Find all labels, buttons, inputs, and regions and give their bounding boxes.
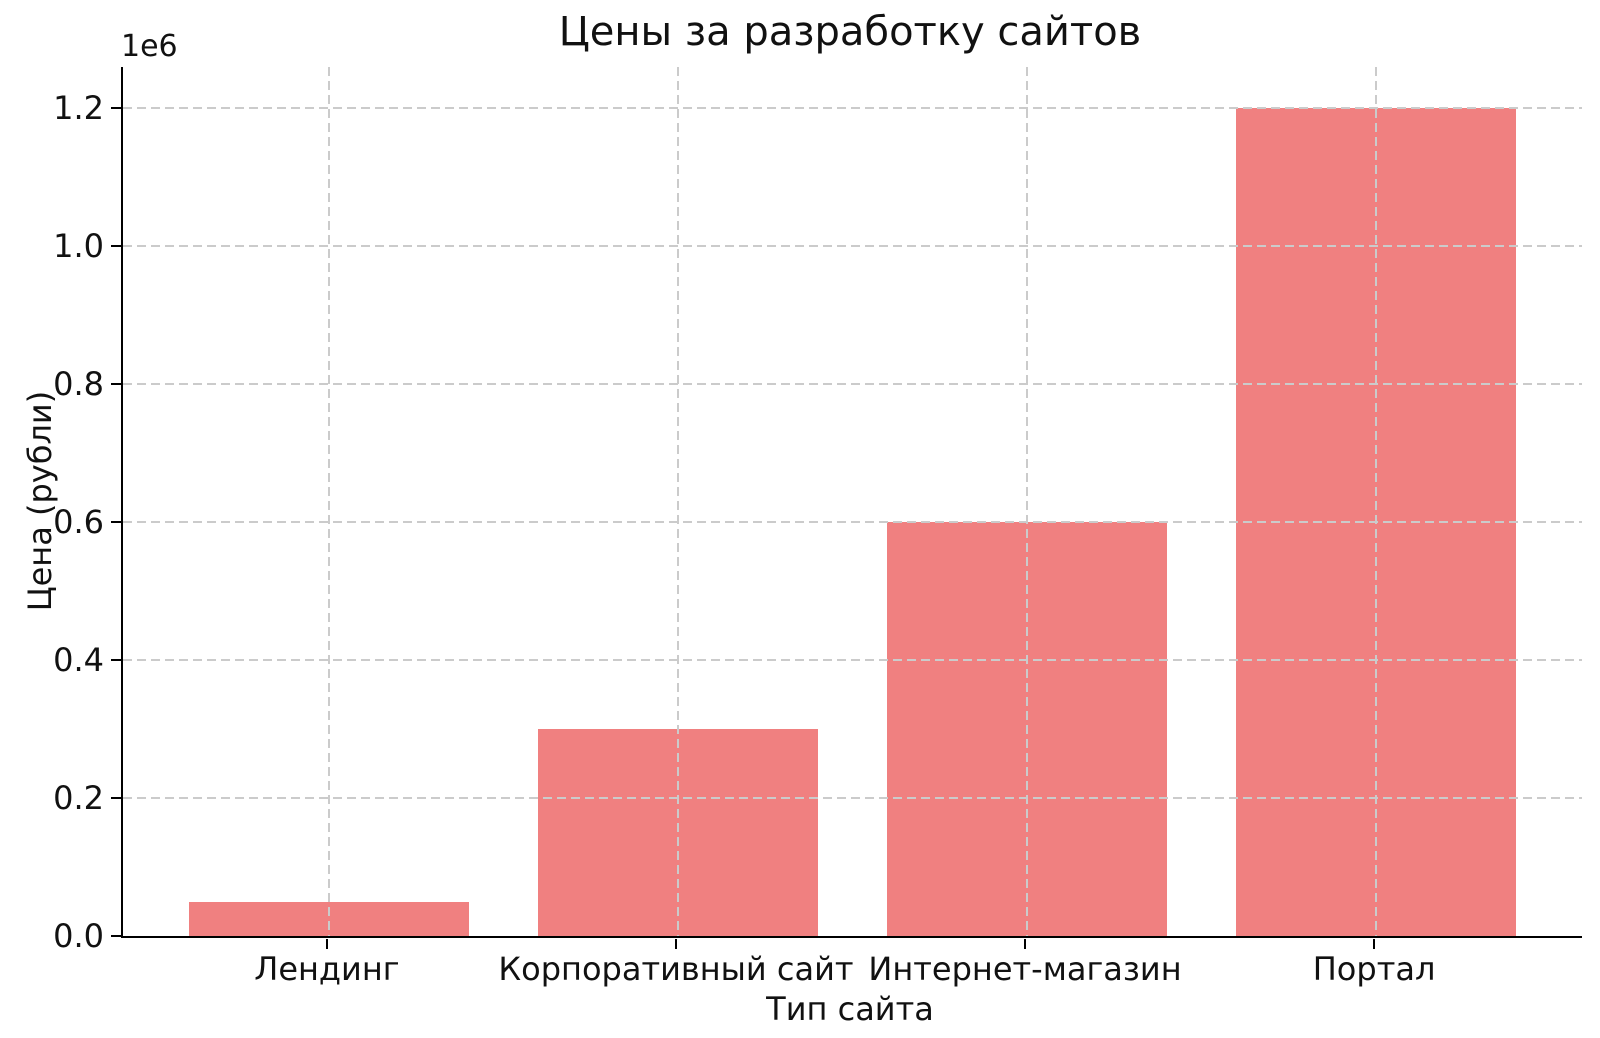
- y-tick-label-1.0: 1.0: [53, 227, 104, 266]
- y-tick-label-0.8: 0.8: [53, 365, 104, 404]
- chart-title: Цены за разработку сайтов: [558, 9, 1142, 55]
- x-tick-label-3: Портал: [1312, 950, 1436, 988]
- y-axis-label: Цена (рубли): [21, 390, 59, 612]
- bar-3: [1236, 108, 1516, 936]
- x-tick-mark-0: [325, 938, 329, 949]
- x-tick-mark-2: [1023, 938, 1027, 949]
- x-gridline-0: [327, 67, 330, 936]
- y-tick-label-0.2: 0.2: [53, 779, 104, 818]
- y-tick-mark-0.0: [111, 934, 121, 938]
- y-tick-label-0.0: 0.0: [53, 917, 104, 955]
- x-tick-label-0: Лендинг: [254, 950, 400, 988]
- x-tick-mark-3: [1372, 938, 1376, 949]
- y-tick-mark-1.2: [111, 107, 121, 110]
- bar-2: [887, 522, 1167, 936]
- y-tick-mark-1.0: [111, 245, 121, 248]
- y-tick-mark-0.8: [111, 383, 121, 386]
- bar-1: [538, 729, 818, 936]
- x-tick-label-1: Корпоративный сайт: [498, 950, 854, 988]
- y-tick-mark-0.4: [111, 659, 121, 662]
- plot-area: [121, 67, 1582, 938]
- x-axis-label: Тип сайта: [766, 990, 934, 1028]
- y-tick-mark-0.6: [111, 521, 121, 524]
- y-tick-label-0.6: 0.6: [53, 503, 104, 542]
- y-tick-label-0.4: 0.4: [53, 641, 104, 680]
- y-axis-offset-label: 1e6: [121, 29, 178, 64]
- y-tick-mark-0.2: [111, 796, 121, 800]
- x-tick-label-2: Интернет-магазин: [868, 950, 1182, 988]
- x-tick-mark-1: [674, 938, 678, 949]
- y-tick-label-1.2: 1.2: [53, 89, 104, 128]
- bar-0: [189, 901, 469, 936]
